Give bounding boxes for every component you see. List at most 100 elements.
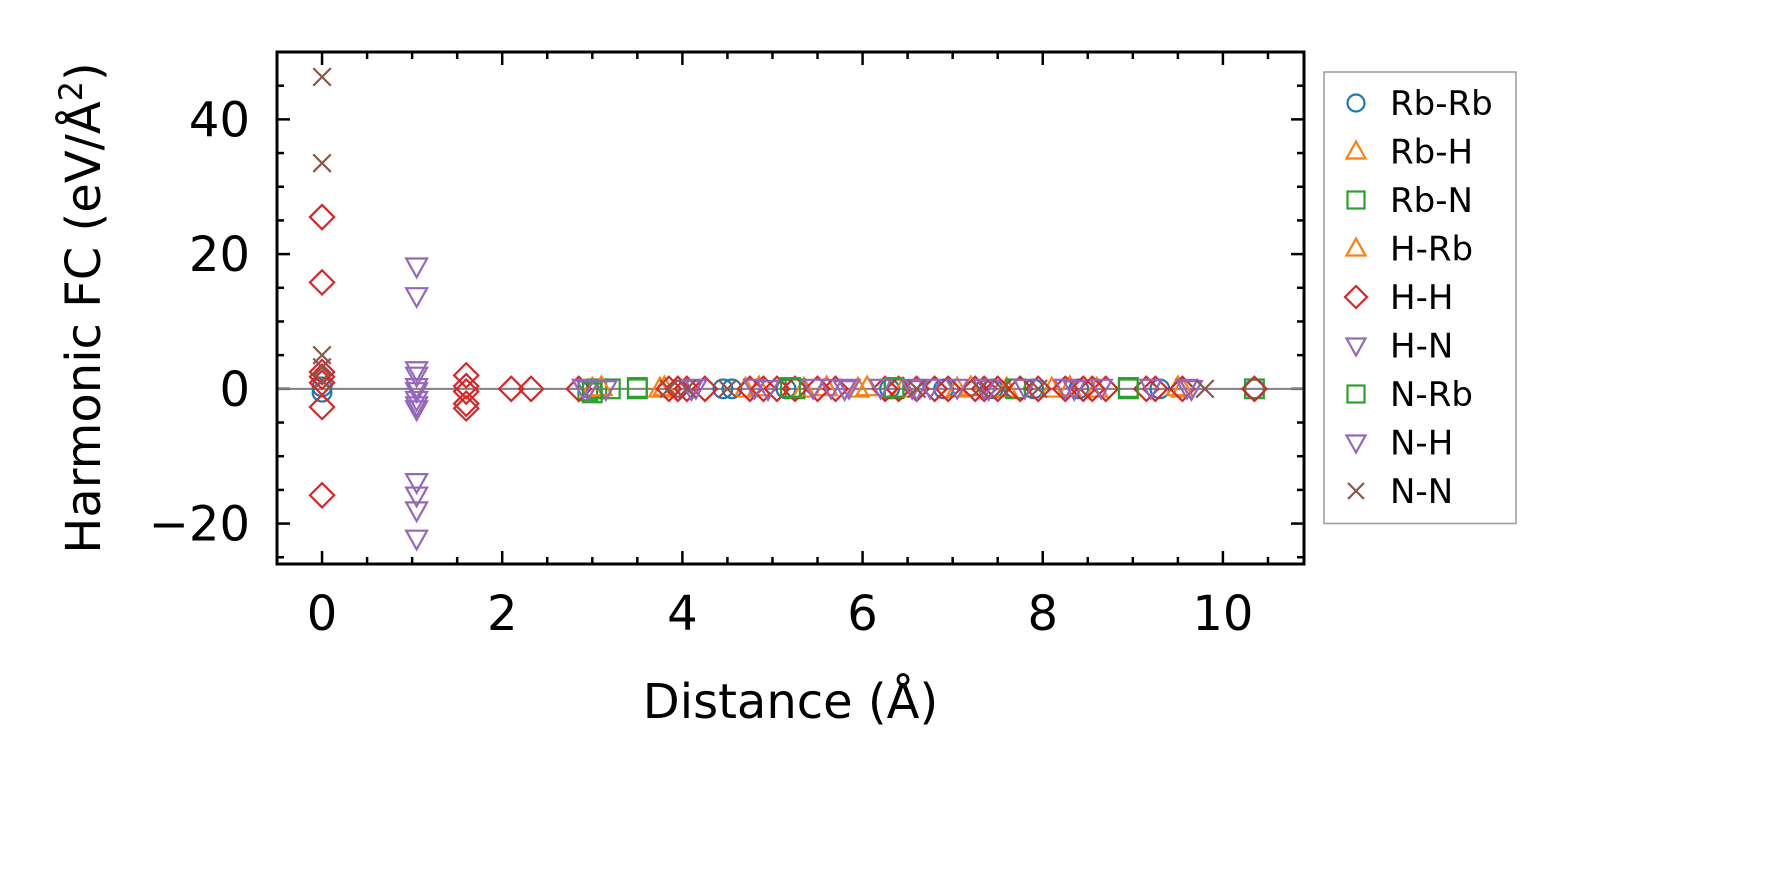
legend-marker-rb-h xyxy=(1344,139,1368,160)
point-h-n xyxy=(755,380,781,403)
point-h-n xyxy=(404,529,429,552)
point-h-h xyxy=(1024,375,1052,403)
y-axis-label-close: ) xyxy=(56,62,112,81)
point-h-h xyxy=(673,375,701,403)
point-h-h xyxy=(452,372,480,400)
legend-label-h-h: H-H xyxy=(1390,278,1453,318)
point-rb-n xyxy=(1244,378,1265,400)
point-h-h xyxy=(821,375,850,403)
point-h-n xyxy=(404,366,429,389)
legend-marker-rb-rb xyxy=(1346,93,1366,113)
x-tick-label: 4 xyxy=(667,586,698,642)
point-h-n xyxy=(404,486,429,509)
point-n-n xyxy=(312,67,332,87)
plot-frame xyxy=(275,50,1306,566)
point-n-h xyxy=(683,378,709,401)
point-n-h xyxy=(404,378,429,401)
point-n-n xyxy=(677,379,697,399)
data-points xyxy=(308,67,1269,552)
point-h-h xyxy=(934,375,962,403)
y-tick-label: 40 xyxy=(189,92,250,148)
point-n-h xyxy=(836,378,862,401)
x-tick-label: 8 xyxy=(1027,586,1058,642)
point-h-h xyxy=(565,375,593,403)
x-tick-label: 10 xyxy=(1192,586,1253,642)
x-tick-label: 6 xyxy=(847,586,878,642)
point-h-h xyxy=(452,394,480,423)
point-n-n xyxy=(992,379,1012,399)
point-n-n xyxy=(1028,379,1048,399)
y-tick-label: −20 xyxy=(149,497,250,553)
point-n-rb xyxy=(780,377,801,398)
legend-marker-n-h xyxy=(1344,434,1368,455)
legend-marker-h-rb xyxy=(1344,236,1368,257)
x-tick-label: 2 xyxy=(487,586,518,642)
point-n-h xyxy=(1052,378,1078,401)
point-h-n xyxy=(404,361,429,384)
point-n-n xyxy=(659,379,679,399)
point-n-rb xyxy=(626,377,648,398)
point-n-n xyxy=(717,379,738,399)
legend-label-rb-h: Rb-H xyxy=(1390,133,1473,173)
point-n-h xyxy=(944,378,970,401)
point-n-rb xyxy=(1117,377,1139,398)
x-tick-label: 0 xyxy=(307,586,338,642)
point-h-h xyxy=(736,375,764,403)
point-h-n xyxy=(404,501,429,524)
tick-labels: 0 2 4 6 8 10 −20 0 20 40 xyxy=(149,92,1254,642)
point-h-h xyxy=(1006,375,1034,403)
point-rb-h xyxy=(1039,375,1065,398)
legend-label-n-n: N-N xyxy=(1390,472,1453,512)
legend-label-rb-rb: Rb-Rb xyxy=(1390,84,1493,124)
y-axis-label-superscript: 2 xyxy=(52,81,90,101)
point-n-h xyxy=(570,378,596,401)
y-axis-label: Harmonic FC (eV/Å2) xyxy=(52,62,112,554)
point-h-n xyxy=(404,257,429,280)
point-n-n xyxy=(907,379,927,399)
point-n-h xyxy=(800,378,826,401)
point-h-h xyxy=(664,375,692,403)
point-h-h xyxy=(884,375,913,403)
point-n-n xyxy=(312,357,332,377)
point-h-h xyxy=(1078,375,1106,403)
y-tick-label: 20 xyxy=(189,227,250,283)
point-h-h xyxy=(920,375,949,403)
legend-label-n-rb: N-Rb xyxy=(1390,375,1473,415)
legend-label-h-n: H-N xyxy=(1390,327,1453,367)
point-h-n xyxy=(404,287,429,310)
point-n-rb xyxy=(883,377,905,398)
point-h-h xyxy=(1141,375,1170,403)
point-h-h xyxy=(452,361,480,390)
point-h-h xyxy=(308,481,336,509)
point-h-h xyxy=(308,268,336,297)
point-n-h xyxy=(1012,378,1038,401)
point-h-h xyxy=(452,390,480,418)
point-rb-h xyxy=(1170,375,1195,398)
point-n-n xyxy=(312,371,332,391)
point-h-h xyxy=(871,375,899,403)
legend-frame xyxy=(1323,71,1517,525)
legend: Rb-Rb Rb-H Rb-N H-Rb H-H H-N N-Rb N-H N-N xyxy=(1323,71,1517,525)
point-h-h xyxy=(763,375,791,403)
point-h-h xyxy=(497,375,525,403)
legend-marker-h-n xyxy=(1344,337,1368,358)
point-h-n xyxy=(832,380,857,403)
point-h-n xyxy=(404,473,429,496)
axis-ticks xyxy=(275,50,1304,564)
y-axis-label-main: Harmonic FC (eV/Å xyxy=(55,101,112,554)
point-n-h xyxy=(818,378,844,401)
point-h-h xyxy=(749,375,778,403)
point-h-n xyxy=(1179,380,1204,403)
point-n-h xyxy=(1174,378,1200,401)
point-n-h xyxy=(917,378,943,401)
point-h-h xyxy=(691,375,719,403)
point-h-h xyxy=(781,375,809,403)
point-h-n xyxy=(404,400,429,423)
point-h-h xyxy=(1092,375,1120,403)
point-h-h xyxy=(308,203,336,231)
legend-label-rb-n: Rb-N xyxy=(1390,181,1473,221)
point-n-h xyxy=(1088,378,1114,401)
legend-marker-n-n xyxy=(1347,482,1365,500)
point-h-h xyxy=(517,375,545,403)
